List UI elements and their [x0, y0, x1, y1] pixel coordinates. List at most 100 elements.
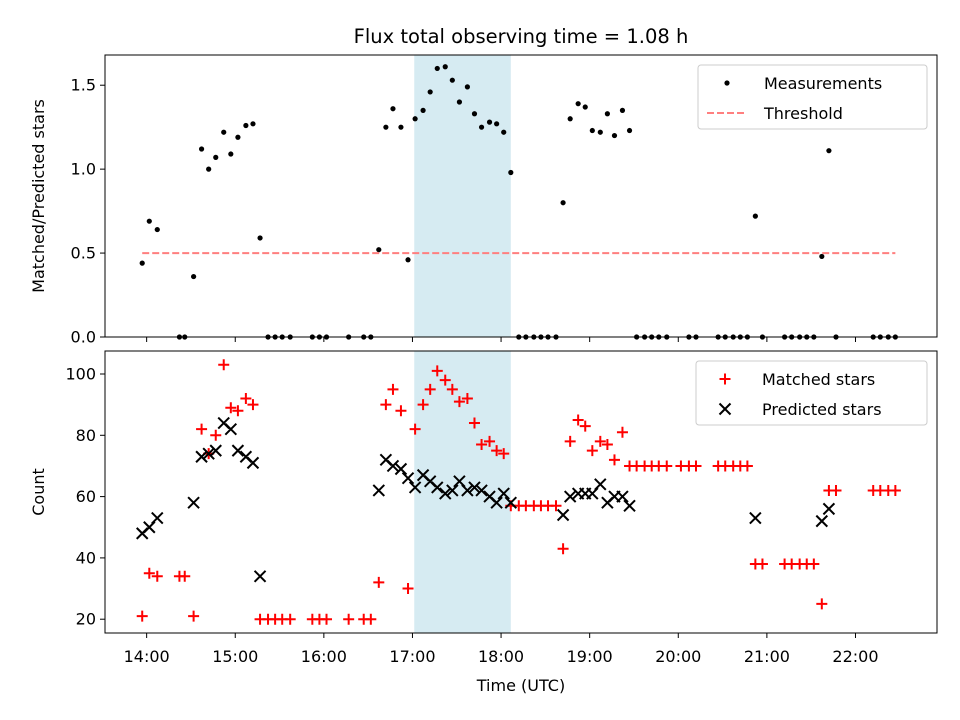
data-point: [146, 218, 152, 224]
data-point: [741, 460, 753, 472]
data-point: [468, 481, 481, 494]
data-point: [446, 383, 458, 395]
data-point: [231, 444, 245, 457]
data-point: [504, 496, 518, 509]
data-point: [661, 460, 673, 472]
data-point: [476, 438, 488, 450]
data-point: [218, 359, 230, 371]
data-point: [402, 583, 414, 595]
data-point: [494, 121, 500, 127]
data-point: [490, 496, 503, 509]
axes-frame: [104, 54, 938, 338]
data-point: [187, 496, 200, 509]
data-point: [221, 129, 227, 135]
data-point: [412, 116, 418, 122]
observing-window-span: [414, 55, 511, 337]
data-point: [206, 166, 212, 172]
data-point: [491, 445, 503, 457]
data-point: [608, 454, 620, 466]
data-point: [373, 576, 385, 588]
data-point: [434, 65, 440, 72]
x-tick-label: 15:00: [212, 647, 258, 666]
data-point: [395, 405, 407, 417]
y-tick-label: 1.5: [71, 76, 96, 95]
data-point: [616, 490, 629, 503]
series-predicted-stars: [136, 416, 836, 583]
data-point: [376, 247, 382, 253]
data-point: [143, 567, 155, 579]
data-point: [826, 148, 832, 154]
data-point: [210, 429, 222, 441]
data-point: [594, 435, 606, 447]
y-tick-label: 0.5: [71, 244, 96, 263]
data-point: [213, 154, 219, 160]
data-point: [626, 127, 633, 134]
data-point: [830, 484, 842, 496]
data-point: [424, 383, 436, 395]
data-point: [478, 124, 485, 130]
data-point: [616, 426, 628, 438]
data-point: [398, 124, 404, 130]
data-point: [464, 84, 470, 90]
data-point: [253, 570, 267, 583]
data-point: [560, 200, 566, 206]
series-matched-stars: [136, 359, 901, 625]
y-tick-label: 1.0: [71, 160, 96, 179]
data-point: [819, 253, 825, 260]
data-point: [240, 393, 252, 405]
data-point: [139, 260, 145, 266]
data-point: [343, 613, 355, 625]
axes-frame: [104, 350, 938, 634]
data-point: [498, 448, 510, 460]
data-point: [408, 481, 422, 494]
x-tick-label: 22:00: [832, 647, 878, 666]
data-point: [442, 64, 448, 70]
data-point: [550, 500, 562, 512]
data-point: [597, 129, 603, 135]
legend-handle: [724, 80, 730, 86]
data-point: [383, 124, 389, 130]
observing-window-span: [414, 351, 511, 633]
data-point: [594, 478, 607, 491]
data-point: [690, 460, 702, 472]
data-point: [582, 104, 588, 110]
data-point: [431, 365, 443, 377]
x-tick-label: 16:00: [301, 647, 347, 666]
data-point: [232, 405, 244, 417]
data-point: [749, 511, 762, 525]
data-point: [808, 558, 820, 570]
data-point: [564, 435, 576, 447]
data-point: [401, 471, 415, 485]
legend-label: Threshold: [763, 104, 843, 123]
data-point: [191, 273, 197, 280]
chart-title: Flux total observing time = 1.08 h: [354, 25, 689, 48]
data-point: [589, 127, 595, 134]
y-axis-label: Count: [29, 468, 48, 516]
data-point: [247, 399, 259, 411]
data-point: [380, 399, 392, 411]
data-point: [611, 132, 618, 139]
data-point: [243, 122, 249, 129]
data-point: [151, 570, 163, 582]
data-point: [456, 99, 463, 105]
data-point: [394, 462, 408, 476]
data-point: [420, 107, 426, 113]
data-point: [461, 484, 474, 497]
ratio-panel: 0.0 0.5 1.0 1.5 Matched/Predicted stars Measu…: [29, 54, 938, 347]
data-point: [372, 484, 385, 497]
data-point: [235, 134, 241, 140]
data-point: [246, 456, 260, 470]
data-point: [579, 420, 591, 432]
y-tick-label: 20: [76, 610, 96, 629]
data-point: [228, 151, 234, 157]
data-point: [209, 444, 222, 457]
legend: Measurements Threshold: [697, 64, 928, 130]
data-point: [136, 610, 148, 622]
data-point: [623, 499, 636, 513]
data-point: [601, 438, 613, 450]
data-point: [468, 417, 480, 429]
data-point: [179, 570, 191, 582]
data-point: [556, 508, 570, 522]
x-tick-label: 18:00: [478, 647, 524, 666]
data-point: [151, 511, 164, 525]
